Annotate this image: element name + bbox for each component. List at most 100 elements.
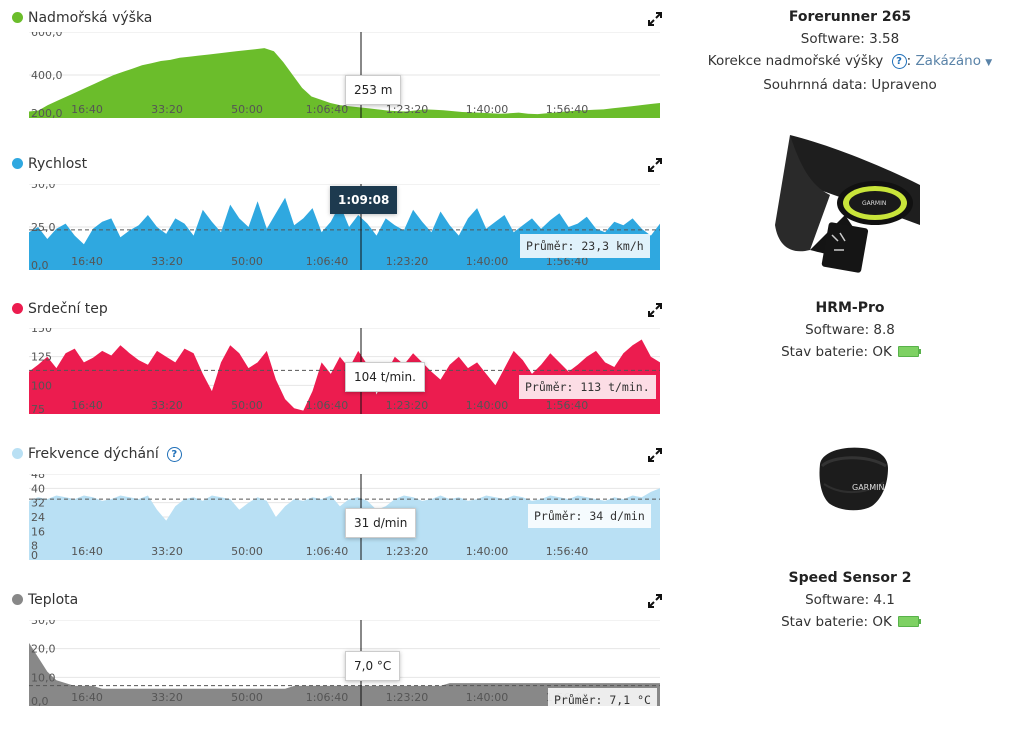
- battery-icon: [897, 616, 921, 627]
- breath-tooltip: 31 d/min: [345, 508, 417, 538]
- x-tick-label: 1:06:40: [306, 103, 348, 116]
- y-tick-label: 20,0: [31, 643, 56, 656]
- speed-panel: Rychlost 50,0 25,0 0,0 16:40 33:20 50:00 1:06:…: [8, 156, 666, 272]
- x-tick-label: 50:00: [231, 399, 263, 412]
- elevation-area: [29, 48, 660, 118]
- x-tick-label: 16:40: [71, 255, 103, 268]
- x-tick-label: 33:20: [151, 255, 183, 268]
- y-tick-label: 75: [31, 403, 45, 414]
- elevation-chart[interactable]: 600,0 400,0 200,0 16:40 33:20 50:00 1:06:40 1:2…: [29, 32, 660, 118]
- y-tick-label: 8: [31, 540, 38, 553]
- x-tick-label: 1:06:40: [306, 691, 348, 704]
- y-tick-label: 50,0: [31, 184, 56, 191]
- x-tick-label: 1:56:40: [546, 255, 588, 268]
- x-tick-label: 1:56:40: [546, 103, 588, 116]
- device-hrm: HRM-Pro Software: 8.8 Stav baterie: OK: [690, 297, 1010, 363]
- heart-chart[interactable]: 150 125 100 75 16:40 33:20 50:00 1:06:40 1:23:20…: [29, 328, 660, 414]
- y-tick-label: 16: [31, 525, 45, 538]
- temp-title: Teplota: [12, 592, 78, 608]
- heart-title: Srdeční tep: [12, 301, 108, 317]
- y-tick-label: 0,0: [31, 259, 49, 270]
- expand-icon[interactable]: [648, 12, 662, 26]
- temp-tooltip: 7,0 °C: [345, 651, 401, 681]
- battery-status: Stav baterie: OK: [690, 611, 1010, 633]
- y-tick-label: 400,0: [31, 69, 63, 82]
- x-tick-label: 1:40:00: [466, 691, 508, 704]
- device-software: Software: 3.58: [800, 31, 900, 47]
- speed-sensor-image: GARMIN: [819, 447, 888, 511]
- caret-down-icon: ▼: [985, 58, 993, 68]
- elevation-panel: Nadmořská výška 600,0 400,0 200,0 16:40 33:2…: [8, 10, 666, 122]
- speed-time-tooltip: 1:09:08: [330, 186, 398, 214]
- x-tick-label: 16:40: [71, 691, 103, 704]
- y-tick-label: 150: [31, 328, 52, 335]
- breath-title: Frekvence dýchání?: [12, 446, 182, 462]
- speed-chart[interactable]: 50,0 25,0 0,0 16:40 33:20 50:00 1:06:40 1:23:20…: [29, 184, 660, 270]
- x-tick-label: 33:20: [151, 399, 183, 412]
- device-name: Forerunner 265: [788, 9, 912, 25]
- heart-average: Průměr: 113 t/min.: [519, 375, 656, 399]
- x-tick-label: 1:23:20: [386, 691, 428, 704]
- device-name: Speed Sensor 2: [788, 570, 912, 586]
- y-tick-label: 30,0: [31, 620, 56, 627]
- device-software: Software: 4.1: [805, 592, 895, 608]
- temp-dot: [12, 594, 23, 605]
- speed-sensor-brand-text: GARMIN: [852, 483, 884, 492]
- elevation-tooltip: 253 m: [345, 75, 402, 105]
- breath-panel: Frekvence dýchání? 48 40 32 24 16 8 0 16:40 33:2…: [8, 446, 666, 564]
- y-tick-label: 200,0: [31, 107, 63, 118]
- x-tick-label: 1:40:00: [466, 255, 508, 268]
- temp-panel: Teplota 30,0 20,0 10,0 0,0 16:40 33:20 50:00 1:…: [8, 592, 666, 712]
- x-tick-label: 1:40:00: [466, 545, 508, 558]
- y-tick-label: 25,0: [31, 221, 56, 234]
- elevation-correction: Korekce nadmořské výšky ?: Zakázáno ▼: [707, 53, 993, 69]
- y-tick-label: 125: [31, 351, 52, 364]
- x-tick-label: 1:56:40: [546, 545, 588, 558]
- device-software: Software: 8.8: [805, 322, 895, 338]
- temp-average: Průměr: 7,1 °C: [548, 688, 657, 712]
- x-tick-label: 1:56:40: [546, 399, 588, 412]
- x-tick-label: 33:20: [151, 545, 183, 558]
- device-name: HRM-Pro: [815, 300, 885, 316]
- x-tick-label: 33:20: [151, 103, 183, 116]
- x-tick-label: 50:00: [231, 255, 263, 268]
- y-tick-label: 48: [31, 474, 45, 481]
- help-icon[interactable]: ?: [891, 54, 907, 69]
- elevation-correction-label: Korekce nadmořské výšky: [707, 53, 884, 69]
- x-tick-label: 1:40:00: [466, 103, 508, 116]
- elevation-title: Nadmořská výška: [12, 10, 152, 26]
- heart-tooltip: 104 t/min.: [345, 362, 425, 392]
- heart-panel: Srdeční tep 150 125 100 75 16:40 33:20 50:00 1:…: [8, 301, 666, 417]
- x-tick-label: 1:06:40: [306, 545, 348, 558]
- x-tick-label: 50:00: [231, 103, 263, 116]
- x-tick-label: 1:40:00: [466, 399, 508, 412]
- help-icon[interactable]: ?: [166, 447, 182, 462]
- y-tick-label: 40: [31, 482, 45, 495]
- x-tick-label: 1:23:20: [386, 255, 428, 268]
- heart-dot: [12, 303, 23, 314]
- hrm-strap-image: GARMIN: [775, 135, 920, 273]
- elevation-correction-dropdown[interactable]: Zakázáno ▼: [915, 53, 993, 69]
- device-speed-sensor: Speed Sensor 2 Software: 4.1 Stav bateri…: [690, 567, 1010, 633]
- expand-icon[interactable]: [648, 158, 662, 172]
- battery-icon: [897, 346, 921, 357]
- y-tick-label: 10,0: [31, 671, 56, 684]
- speed-dot: [12, 158, 23, 169]
- breath-dot: [12, 448, 23, 459]
- expand-icon[interactable]: [648, 448, 662, 462]
- elevation-dot: [12, 12, 23, 23]
- y-tick-label: 24: [31, 511, 45, 524]
- x-tick-label: 1:23:20: [386, 103, 428, 116]
- breath-area: [29, 488, 660, 560]
- speed-area: [29, 197, 660, 270]
- x-tick-label: 16:40: [71, 545, 103, 558]
- x-tick-label: 1:23:20: [386, 399, 428, 412]
- x-tick-label: 1:23:20: [386, 545, 428, 558]
- x-tick-label: 16:40: [71, 399, 103, 412]
- battery-status: Stav baterie: OK: [690, 341, 1010, 363]
- expand-icon[interactable]: [648, 303, 662, 317]
- x-tick-label: 50:00: [231, 545, 263, 558]
- expand-icon[interactable]: [648, 594, 662, 608]
- x-tick-label: 1:06:40: [306, 255, 348, 268]
